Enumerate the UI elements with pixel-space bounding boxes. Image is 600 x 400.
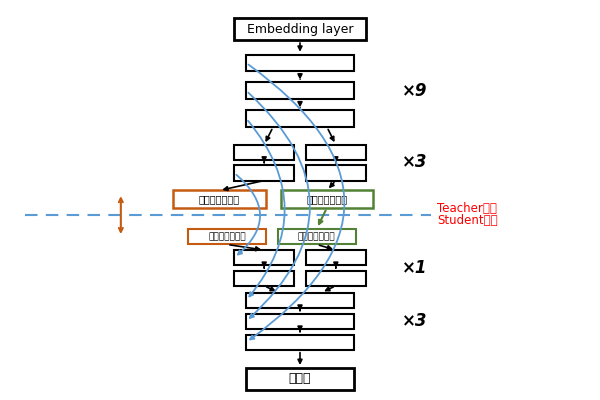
Bar xyxy=(235,271,294,286)
Bar xyxy=(235,145,294,160)
Text: :: : xyxy=(298,324,302,338)
Text: ×9: ×9 xyxy=(401,82,427,100)
Text: ×3: ×3 xyxy=(401,153,427,171)
Text: ×1: ×1 xyxy=(401,258,427,276)
Text: :: : xyxy=(298,98,302,111)
Bar xyxy=(246,292,354,308)
Bar xyxy=(173,190,266,208)
Text: ×3: ×3 xyxy=(401,312,427,330)
Bar xyxy=(246,335,354,350)
Text: :: : xyxy=(298,304,302,316)
Bar xyxy=(306,166,365,180)
Bar xyxy=(246,368,354,390)
Bar xyxy=(278,228,356,244)
Bar xyxy=(246,110,354,127)
Text: :: : xyxy=(298,70,302,83)
Text: 标点预测输出层: 标点预测输出层 xyxy=(208,232,246,241)
Bar xyxy=(235,250,294,265)
Text: Teacher模型: Teacher模型 xyxy=(437,202,497,215)
Bar xyxy=(306,145,365,160)
Bar xyxy=(235,166,294,180)
Text: Embedding layer: Embedding layer xyxy=(247,23,353,36)
Text: 口语顿滑输出层: 口语顿滑输出层 xyxy=(298,232,335,241)
Bar xyxy=(281,190,373,208)
Bar xyxy=(306,271,365,286)
Bar xyxy=(188,228,266,244)
Bar xyxy=(246,55,354,71)
Bar xyxy=(306,250,365,265)
Text: 标点预测输出层: 标点预测输出层 xyxy=(199,194,240,204)
Bar xyxy=(235,18,365,40)
Bar xyxy=(246,82,354,99)
Bar xyxy=(246,314,354,329)
Text: 词嵌入: 词嵌入 xyxy=(289,372,311,385)
Text: Student模型: Student模型 xyxy=(437,214,498,227)
Text: 口语顿滑输出层: 口语顿滑输出层 xyxy=(307,194,347,204)
